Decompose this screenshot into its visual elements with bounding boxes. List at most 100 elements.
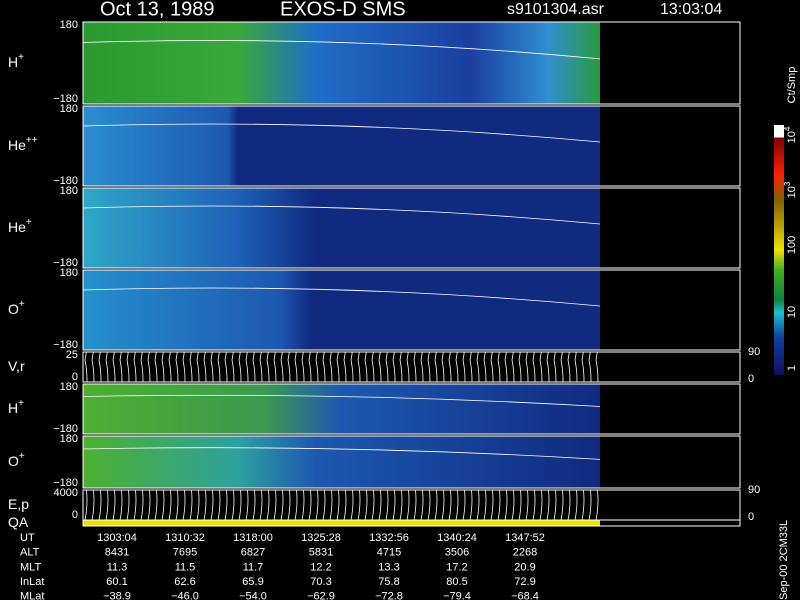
y-tick-label: −180 xyxy=(53,477,78,489)
colorbar-tick: 100 xyxy=(786,236,798,254)
label-name: H xyxy=(8,400,18,416)
table-cell: 4715 xyxy=(377,547,401,559)
table-cell: −68.4 xyxy=(511,591,539,600)
colorbar-tick: 103 xyxy=(783,181,798,198)
table-cell: 2268 xyxy=(513,547,537,559)
spectrogram xyxy=(83,436,600,488)
tick-exp: 3 xyxy=(783,181,792,186)
table-cell: 1303:04 xyxy=(97,532,137,544)
table-cell: 20.9 xyxy=(514,561,535,573)
colorbar-tick: 1 xyxy=(786,365,798,371)
label-name: QA xyxy=(8,514,29,530)
label-name: H xyxy=(8,54,18,70)
table-cell: 60.1 xyxy=(106,576,127,588)
table-cell: 1318:00 xyxy=(233,532,273,544)
table-cell: 12.2 xyxy=(310,561,331,573)
trace xyxy=(82,447,601,460)
y-tick-label: −180 xyxy=(53,257,78,269)
label-name: O xyxy=(8,301,19,317)
table-cell: 7695 xyxy=(173,547,197,559)
spectrogram xyxy=(83,270,600,350)
spectrogram xyxy=(83,22,600,104)
table-cell: 5831 xyxy=(309,547,333,559)
y-tick-label: 180 xyxy=(60,19,78,31)
table-cell: 11.3 xyxy=(107,561,128,573)
footer: Sep-00 2CM33L xyxy=(778,520,790,600)
y-tick-label: −180 xyxy=(53,339,78,351)
y2-tick-label: 0 xyxy=(748,373,754,385)
table-cell: 1325:28 xyxy=(301,532,341,544)
colorbar-unit: Ct/Smp xyxy=(786,67,798,104)
panel-label: E,p xyxy=(8,496,29,512)
time: 13:03:04 xyxy=(660,1,722,18)
y-tick-label: 180 xyxy=(60,381,78,393)
y-tick-label: 25 xyxy=(66,349,78,361)
label-name: He xyxy=(8,219,26,235)
table-cell: 72.9 xyxy=(514,576,535,588)
spectrogram xyxy=(83,490,600,520)
instrument: EXOS-D SMS xyxy=(280,0,406,20)
spectrogram xyxy=(83,384,600,434)
table-cell: 65.9 xyxy=(242,576,263,588)
panel-label: He++ xyxy=(8,135,38,153)
y2-tick-label: 90 xyxy=(748,346,760,358)
panel-label: QA xyxy=(8,514,29,530)
label-name: V,r xyxy=(8,358,25,374)
row-label: UT xyxy=(20,532,35,544)
tick-base: 100 xyxy=(786,236,798,254)
trace xyxy=(82,123,601,143)
trace xyxy=(82,205,601,225)
tick-base: 10 xyxy=(786,131,798,143)
y-tick-label: 180 xyxy=(60,433,78,445)
table-cell: 70.3 xyxy=(310,576,331,588)
table-cell: 17.2 xyxy=(446,561,467,573)
panel-label: O+ xyxy=(8,451,25,469)
label-charge: ++ xyxy=(26,135,38,146)
table-cell: 1332:56 xyxy=(369,532,409,544)
date: Oct 13, 1989 xyxy=(100,0,215,20)
panel-frame xyxy=(82,269,741,351)
panel-frame xyxy=(82,21,741,105)
label-name: E,p xyxy=(8,496,29,512)
file: s9101304.asr xyxy=(507,1,605,18)
y-tick-label: 180 xyxy=(60,103,78,115)
label-charge: + xyxy=(18,52,24,63)
table-cell: 3506 xyxy=(445,547,469,559)
y2-tick-label: 90 xyxy=(748,484,760,496)
panel-label: He+ xyxy=(8,217,32,235)
spectrogram xyxy=(83,188,600,268)
row-label: InLat xyxy=(20,576,44,588)
y-tick-label: 180 xyxy=(60,267,78,279)
table-cell: −54.0 xyxy=(239,591,267,600)
table-cell: −38.9 xyxy=(103,591,131,600)
label-name: O xyxy=(8,453,19,469)
label-charge: + xyxy=(19,299,25,310)
label-name: He xyxy=(8,137,26,153)
trace xyxy=(82,40,601,60)
panel-frame xyxy=(82,519,741,527)
colorbar-tick: 104 xyxy=(783,126,798,143)
panel-label: H+ xyxy=(8,398,24,416)
table-cell: −79.4 xyxy=(443,591,471,600)
panel-frame xyxy=(82,187,741,269)
table-cell: 11.7 xyxy=(243,561,264,573)
table-cell: 80.5 xyxy=(446,576,467,588)
panel-frame xyxy=(82,351,741,383)
row-label: MLT xyxy=(20,561,41,573)
panel-label: V,r xyxy=(8,358,25,374)
spectrogram xyxy=(83,352,600,382)
spectrogram xyxy=(83,520,600,526)
tick-exp: 4 xyxy=(783,126,792,131)
panel-frame xyxy=(82,105,741,187)
tick-base: 10 xyxy=(786,306,798,318)
y-tick-label: −180 xyxy=(53,175,78,187)
label-charge: + xyxy=(26,217,32,228)
table-cell: 11.5 xyxy=(175,561,196,573)
table-cell: 75.8 xyxy=(378,576,399,588)
trace xyxy=(82,287,601,307)
panel-label: H+ xyxy=(8,52,24,70)
table-cell: 8431 xyxy=(105,547,129,559)
colorbar-tick: 10 xyxy=(786,306,798,318)
